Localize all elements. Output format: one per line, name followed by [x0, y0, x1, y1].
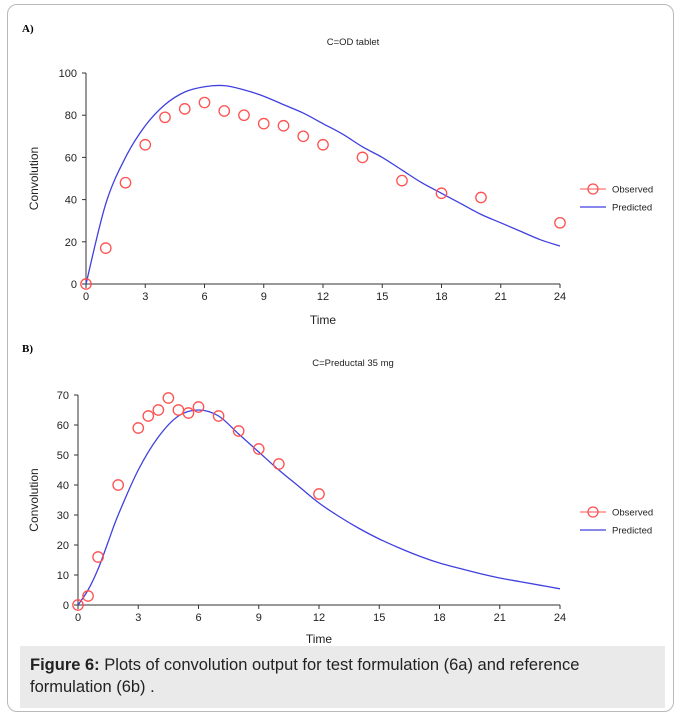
chart-b-legend-observed-label: Observed [612, 508, 653, 519]
chart-b-y-axis-label: Convolution [27, 468, 41, 531]
chart-a-legend-observed-marker [587, 183, 599, 195]
chart-b-y-tick-label: 50 [57, 450, 69, 462]
chart-a-observed-point [257, 117, 270, 130]
chart-b-observed-point [182, 407, 195, 419]
chart-b-observed-point [72, 599, 84, 611]
chart-b-y-tick-label: 60 [57, 420, 69, 432]
chart-a-x-tick-label: 6 [201, 291, 207, 303]
chart-a-observed-point [396, 174, 408, 187]
chart-a-x-tick-label: 9 [261, 291, 267, 303]
chart-a-x-tick-label: 21 [495, 291, 507, 303]
chart-b-y-tick-label: 10 [57, 570, 69, 582]
chart-b-x-tick-label: 15 [373, 612, 385, 624]
chart-b-observed-point [252, 443, 265, 455]
chart-a-predicted-line [85, 84, 561, 285]
chart-b-observed-point [232, 425, 245, 437]
chart-b-panel-label: B) [22, 343, 33, 355]
chart-a-observed-point [159, 111, 171, 124]
chart-a-observed-point [139, 138, 152, 151]
chart-b-observed-point [142, 410, 155, 422]
chart-b-y-tick-label: 70 [57, 390, 69, 402]
chart-a-observed-point [119, 176, 132, 189]
chart-a-observed-point [317, 138, 329, 151]
chart-a-observed-point [277, 119, 290, 132]
chart-b-observed-point [82, 590, 94, 602]
chart-a-observed-point [198, 96, 211, 109]
chart-a-y-tick-label: 60 [65, 152, 77, 164]
chart-b-observed-point [212, 410, 225, 422]
chart-b-observed-point [152, 404, 165, 416]
chart-a-title: C=OD tablet [327, 37, 380, 48]
chart-b-x-tick-label: 24 [554, 612, 566, 624]
chart-a-x-tick-label: 0 [83, 291, 89, 303]
chart-b-observed-point [92, 551, 104, 563]
chart-b-y-tick-label: 0 [63, 600, 69, 612]
chart-a-y-tick-label: 100 [59, 68, 77, 80]
chart-a-x-tick-label: 3 [142, 291, 148, 303]
chart-b-x-tick-label: 9 [256, 612, 262, 624]
chart-b-y-tick-label: 20 [57, 540, 69, 552]
chart-b-observed-point [112, 479, 125, 491]
chart-b-x-tick-label: 18 [433, 612, 445, 624]
chart-b-x-axis-label: Time [306, 632, 333, 646]
chart-b-predicted-line [77, 409, 561, 606]
chart-b-observed-point [192, 401, 205, 413]
chart-a-x-tick-label: 18 [435, 291, 447, 303]
chart-b-observed-point [272, 458, 285, 470]
chart-b-x-tick-label: 3 [135, 612, 141, 624]
chart-a-observed-point [297, 130, 310, 143]
chart-b-x-tick-label: 21 [494, 612, 506, 624]
chart-b-legend-predicted-label: Predicted [612, 526, 652, 537]
chart-a-y-tick-label: 20 [65, 237, 77, 249]
chart-a-y-tick-label: 80 [65, 110, 77, 122]
chart-a-observed-point [178, 103, 191, 115]
chart-a-observed-point [475, 191, 487, 204]
chart-a-y-tick-label: 0 [71, 279, 77, 291]
chart-b-observed-point [132, 422, 145, 434]
chart-a-observed-point [99, 242, 112, 254]
chart-b-x-tick-label: 12 [313, 612, 325, 624]
chart-b-title: C=Preductal 35 mg [312, 358, 394, 369]
chart-b-observed-point [172, 404, 185, 416]
chart-b-y-tick-label: 30 [57, 510, 69, 522]
chart-b-x-tick-label: 0 [75, 612, 81, 624]
chart-b-observed-point [313, 488, 325, 500]
chart-a-observed-point [238, 109, 250, 122]
caption-text: Plots of convolution output for test for… [30, 656, 580, 696]
chart-b-observed-point [162, 392, 175, 404]
chart-a-y-tick-label: 40 [65, 195, 77, 207]
chart-a-x-axis-label: Time [310, 313, 337, 327]
chart-a-x-tick-label: 15 [376, 291, 388, 303]
chart-b-y-tick-label: 40 [57, 480, 69, 492]
chart-a-legend-predicted-label: Predicted [612, 203, 652, 214]
chart-b-x-tick-label: 6 [195, 612, 201, 624]
chart-a-observed-point [554, 216, 566, 229]
chart-b-legend-observed-marker [587, 506, 599, 518]
caption-label: Figure 6: [30, 656, 100, 674]
chart-a-panel-label: A) [22, 23, 34, 35]
chart-a-observed-point [218, 105, 231, 117]
chart-a-observed-point [80, 278, 92, 290]
figure-frame [7, 4, 674, 712]
chart-a-x-tick-label: 24 [554, 291, 566, 303]
chart-a-observed-point [356, 151, 369, 164]
figure-caption: Figure 6: Plots of convolution output fo… [20, 646, 665, 708]
chart-a-y-axis-label: Convolution [27, 147, 41, 210]
chart-a-legend-observed-label: Observed [612, 185, 653, 196]
chart-a-observed-point [435, 187, 448, 200]
chart-a-x-tick-label: 12 [317, 291, 329, 303]
